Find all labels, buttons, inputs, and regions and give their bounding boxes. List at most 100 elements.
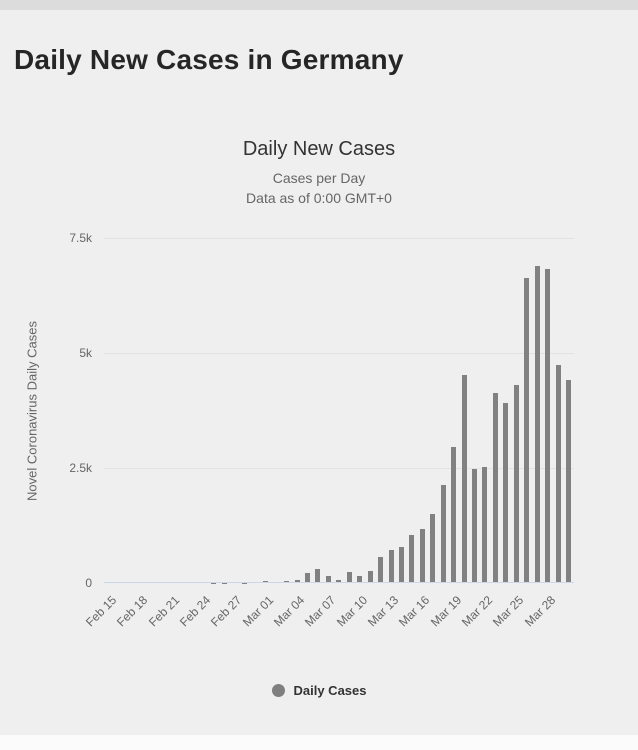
bar-mar-16[interactable] <box>419 528 425 583</box>
bar-mar-20[interactable] <box>461 374 467 583</box>
bar-slot <box>532 238 542 583</box>
page-title: Daily New Cases in Germany <box>14 44 404 75</box>
bar-mar-24[interactable] <box>503 403 509 583</box>
bar-mar-13[interactable] <box>388 549 394 583</box>
bar-slot <box>428 238 438 583</box>
bar-slot <box>501 238 511 583</box>
bar-slot <box>261 238 271 583</box>
bar-mar-25[interactable] <box>513 385 519 583</box>
bar-slot <box>281 238 291 583</box>
bar-slot <box>208 238 218 583</box>
x-tick-label-mar-19: Mar 19 <box>427 593 464 630</box>
bar-mar-23[interactable] <box>492 392 498 583</box>
bar-slot <box>156 238 166 583</box>
x-tick-label-mar-07: Mar 07 <box>302 593 339 630</box>
bar-mar-30[interactable] <box>565 379 571 583</box>
bar-slot <box>104 238 114 583</box>
chart-title: Daily New Cases <box>242 138 396 160</box>
bar-mar-18[interactable] <box>440 485 446 583</box>
chart-subtitle-data-as-of: Data as of 0:00 GMT+0 <box>246 190 392 206</box>
bar-slot <box>344 238 354 583</box>
bar-slot <box>114 238 124 583</box>
y-tick-label-2.5k: 2.5k <box>69 461 92 475</box>
bar-mar-11[interactable] <box>367 570 373 583</box>
x-tick-label-mar-13: Mar 13 <box>364 593 402 630</box>
bar-mar-29[interactable] <box>555 364 561 583</box>
bar-slot <box>188 238 198 583</box>
bar-slot <box>563 238 573 583</box>
y-axis-title: Novel Coronavirus Daily Cases <box>24 320 40 501</box>
bar-mar-05[interactable] <box>305 572 311 583</box>
bar-mar-12[interactable] <box>378 557 384 583</box>
bar-slot <box>417 238 427 583</box>
y-tick-label-7.5k: 7.5k <box>69 231 92 245</box>
bar-slot <box>292 238 302 583</box>
bar-slot <box>271 238 281 583</box>
chart-body: Novel Coronavirus Daily Cases 0 2.5k 5k 7.5… <box>0 231 638 629</box>
legend[interactable]: Daily Cases <box>0 683 638 698</box>
bar-slot <box>522 238 532 583</box>
x-tick-label-feb-27: Feb 27 <box>208 593 245 630</box>
x-tick-label-mar-10: Mar 10 <box>333 593 370 630</box>
x-tick-label-mar-16: Mar 16 <box>396 593 433 630</box>
bar-mar-14[interactable] <box>398 547 404 583</box>
bar-mar-08[interactable] <box>336 580 342 583</box>
x-axis-line <box>104 582 574 583</box>
bar-slot <box>448 238 458 583</box>
bar-slot <box>542 238 552 583</box>
bar-slot <box>219 238 229 583</box>
x-tick-label-mar-01: Mar 01 <box>239 593 276 630</box>
bar-slot <box>198 238 208 583</box>
bar-slot <box>334 238 344 583</box>
bar-slot <box>469 238 479 583</box>
bar-slot <box>490 238 500 583</box>
bar-mar-21[interactable] <box>472 468 478 583</box>
bar-mar-26[interactable] <box>524 278 530 583</box>
x-tick-label-feb-21: Feb 21 <box>145 593 182 630</box>
daily-new-cases-chart: Daily New Cases Cases per Day Data as of… <box>0 138 638 698</box>
bar-slot <box>240 238 250 583</box>
bar-series <box>104 238 574 583</box>
plot-area: Novel Coronavirus Daily Cases 0 2.5k 5k 7.5… <box>25 231 574 629</box>
x-tick-label-mar-25: Mar 25 <box>490 593 527 630</box>
bar-mar-07[interactable] <box>325 575 331 583</box>
bar-mar-27[interactable] <box>534 266 540 583</box>
bar-slot <box>313 238 323 583</box>
bar-mar-19[interactable] <box>451 446 457 583</box>
bar-mar-01[interactable] <box>263 580 269 583</box>
bar-slot <box>146 238 156 583</box>
bar-mar-17[interactable] <box>430 514 436 583</box>
x-tick-label-mar-04: Mar 04 <box>270 593 308 630</box>
bar-mar-15[interactable] <box>409 534 415 583</box>
bar-slot <box>459 238 469 583</box>
bar-slot <box>386 238 396 583</box>
gridline-5k <box>104 353 574 354</box>
legend-marker-icon <box>271 684 285 697</box>
bar-slot <box>229 238 239 583</box>
bar-slot <box>375 238 385 583</box>
bar-slot <box>480 238 490 583</box>
bar-mar-22[interactable] <box>482 467 488 583</box>
bar-mar-04[interactable] <box>294 579 300 583</box>
bar-mar-09[interactable] <box>346 571 352 583</box>
bar-slot <box>302 238 312 583</box>
x-tick-label-feb-15: Feb 15 <box>82 593 120 630</box>
bar-slot <box>250 238 260 583</box>
bar-mar-10[interactable] <box>357 575 363 583</box>
gridline-2.5k <box>104 468 574 469</box>
bottom-strip <box>0 735 638 750</box>
bar-slot <box>407 238 417 583</box>
chart-subtitle-cases-per-day: Cases per Day <box>272 170 366 186</box>
bar-slot <box>355 238 365 583</box>
bar-mar-06[interactable] <box>315 568 321 583</box>
x-axis-tick-labels: Feb 15 Feb 18 Feb 21 Feb 24 Feb 27 Mar 01 Mar … <box>83 583 574 647</box>
gridline-7.5k <box>104 238 574 239</box>
bar-slot <box>125 238 135 583</box>
y-tick-label-5k: 5k <box>79 346 92 360</box>
x-tick-label-feb-18: Feb 18 <box>114 593 151 630</box>
bar-slot <box>365 238 375 583</box>
x-tick-label-mar-22: Mar 22 <box>458 593 496 630</box>
x-tick-label-mar-28: Mar 28 <box>521 593 558 630</box>
bar-slot <box>323 238 333 583</box>
bar-mar-28[interactable] <box>545 269 551 583</box>
